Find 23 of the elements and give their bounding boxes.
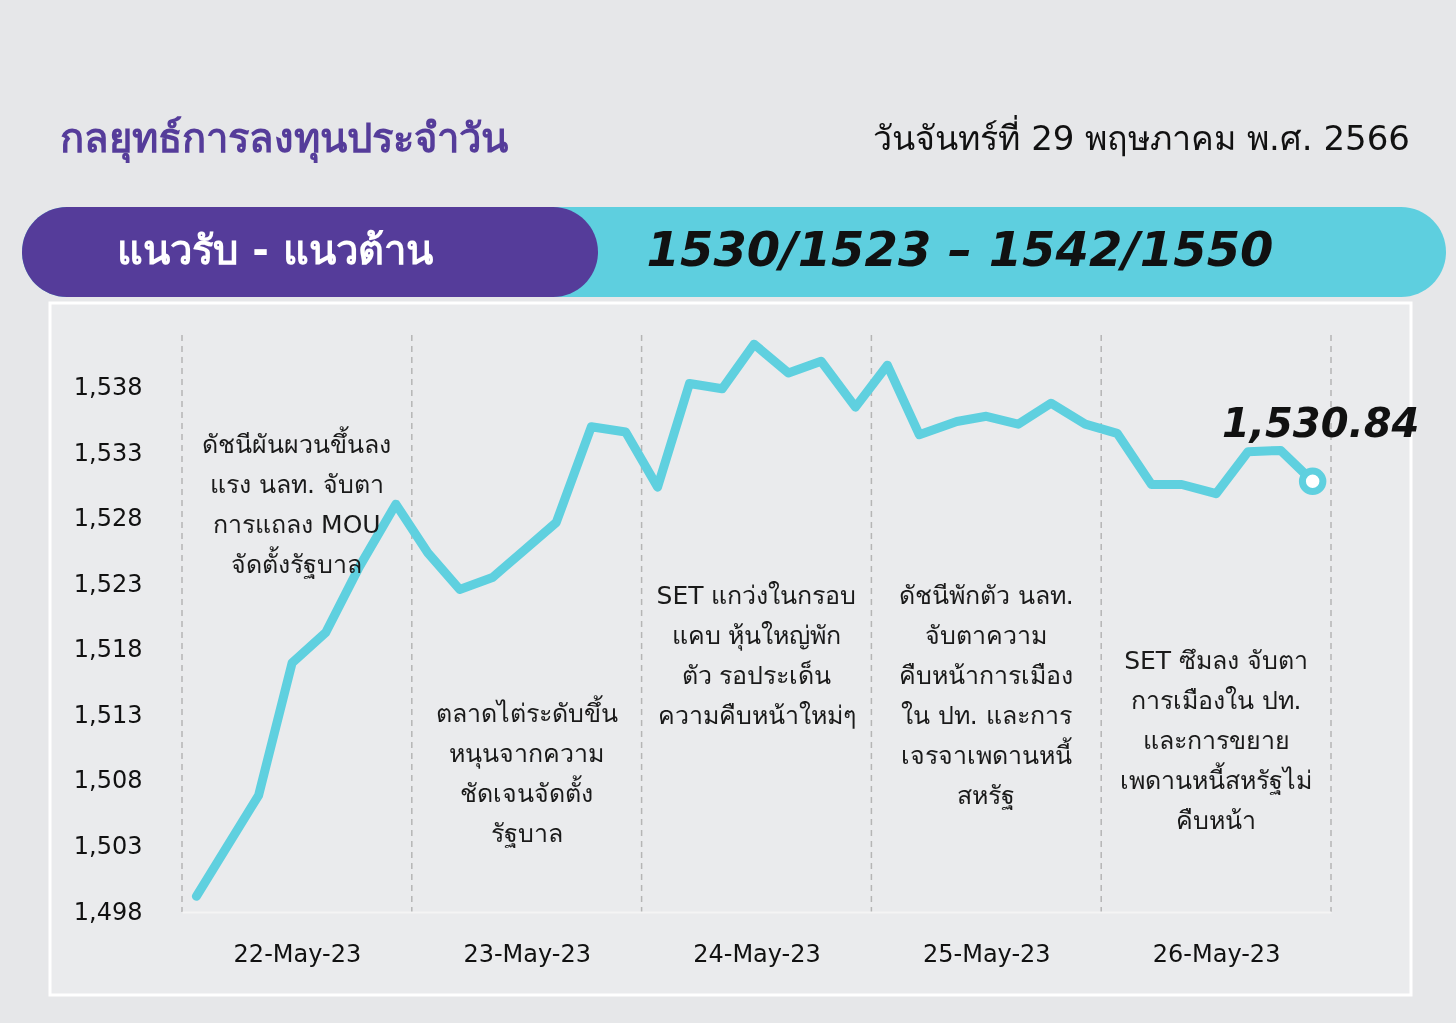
x-tick-label: 25-May-23: [923, 939, 1051, 968]
text: แนวรับ - แนวต้าน: [117, 227, 433, 273]
text: 1530/1523 – 1542/1550: [646, 221, 1274, 277]
y-tick-label: 1,538: [73, 372, 143, 401]
x-tick-label: 24-May-23: [693, 939, 821, 968]
y-tick-label: 1,533: [73, 438, 143, 467]
x-tick-label: 23-May-23: [463, 939, 591, 968]
y-tick-label: 1,508: [73, 766, 143, 795]
y-tick-label: 1,503: [73, 831, 143, 860]
y-tick-label: 1,498: [73, 897, 143, 926]
chart-title: กลยุทธ์การลงทุนประจำวัน: [60, 115, 508, 164]
x-tick-label: 22-May-23: [233, 939, 362, 968]
annotation: ตลาดไต่ระดับขึ้น หนุนจากความ ชัดเจนจัดตั้ง รัฐบาล: [435, 695, 618, 848]
y-tick-label: 1,513: [73, 700, 143, 729]
data-label: 1,530.84: [1221, 400, 1420, 447]
annotation: SET ซึมลง จับตา การเมืองใน ปท. และการขยาย เพดานหนี้สหรัฐไม่ คืบหน้า: [1120, 646, 1313, 835]
annotation: SET แกว่งในกรอบ แคบ หุ้นใหญ่พัก ตัว รอประเด็น ความคืบหน้าใหม่ๆ: [656, 581, 857, 730]
y-tick-label: 1,528: [73, 504, 143, 533]
chart-subtitle: วันจันทร์ที่ 29 พฤษภาคม พ.ศ. 2566: [873, 115, 1410, 158]
y-tick-label: 1,518: [73, 635, 143, 664]
x-tick-label: 26-May-23: [1152, 939, 1281, 968]
y-tick-label: 1,523: [73, 569, 143, 598]
annotation: ดัชนีพักตัว นลท. จับตาความ คืบหน้าการเมือง ใน ปท. และการ เจรจาเพดานหนี้ สหรัฐ: [898, 581, 1074, 810]
